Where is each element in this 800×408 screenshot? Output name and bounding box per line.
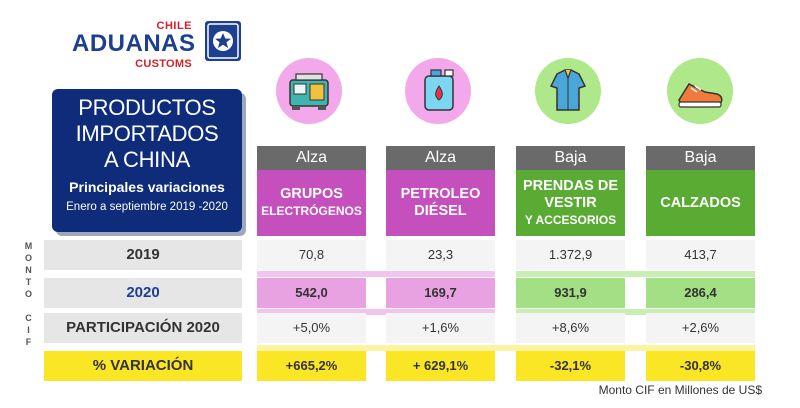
trend-label: Alza	[257, 146, 366, 170]
value-variation: -30,8%	[646, 351, 755, 381]
product-name: GRUPOS ELECTRÓGENOS	[257, 170, 366, 236]
value-variation: +665,2%	[257, 351, 366, 381]
row-divider	[516, 309, 755, 315]
row-label-share: PARTICIPACIÓN 2020	[44, 313, 242, 343]
product-icon-circle	[405, 58, 471, 124]
product-icon-circle	[535, 58, 601, 124]
title-subtitle: Principales variaciones	[69, 179, 225, 195]
row-divider	[257, 345, 755, 351]
product-icon-circle	[667, 58, 733, 124]
page-title: PRODUCTOS IMPORTADOS A CHINA	[75, 95, 219, 172]
trend-label: Baja	[516, 146, 625, 170]
value-2019: 70,8	[257, 240, 366, 270]
logo-customs-text: CUSTOMS	[135, 58, 192, 70]
row-label-2020: 2020	[44, 278, 242, 308]
value-2019: 23,3	[386, 240, 495, 270]
aduanas-logo: CHILE ADUANAS CUSTOMS	[72, 14, 242, 70]
value-share: +5,0%	[257, 313, 366, 343]
product-name: PRENDAS DE VESTIR Y ACCESORIOS	[516, 170, 625, 236]
generator-icon	[289, 73, 329, 110]
sneaker-icon	[678, 83, 723, 108]
row-divider	[516, 271, 755, 277]
value-variation: -32,1%	[516, 351, 625, 381]
row-label-variation: % VARIACIÓN	[44, 351, 242, 381]
value-2019: 413,7	[646, 240, 755, 270]
logo-aduanas-text: ADUANAS	[72, 30, 196, 57]
value-share: +8,6%	[516, 313, 625, 343]
row-divider	[257, 271, 495, 277]
title-panel: PRODUCTOS IMPORTADOS A CHINA Principales…	[52, 89, 242, 232]
value-share: +1,6%	[386, 313, 495, 343]
value-2020: 169,7	[386, 278, 495, 308]
fuel-can-icon	[424, 69, 454, 111]
product-name: CALZADOS	[646, 170, 755, 236]
shield-icon	[205, 21, 241, 61]
value-share: +2,6%	[646, 313, 755, 343]
trend-label: Alza	[386, 146, 495, 170]
value-2020: 286,4	[646, 278, 755, 308]
product-name: PETROLEO DIÉSEL	[386, 170, 495, 236]
value-2020: 542,0	[257, 278, 366, 308]
footnote: Monto CIF en Millones de US$	[598, 383, 762, 397]
row-divider	[257, 309, 495, 315]
value-2019: 1.372,9	[516, 240, 625, 270]
title-period: Enero a septiembre 2019 -2020	[66, 201, 228, 213]
trend-label: Baja	[646, 146, 755, 170]
value-2020: 931,9	[516, 278, 625, 308]
monto-cif-side-label: M O N T O C I F	[24, 241, 34, 347]
logo-chile-text: CHILE	[156, 20, 192, 32]
shirt-icon	[549, 69, 587, 111]
row-label-2019: 2019	[44, 240, 242, 270]
value-variation: + 629,1%	[386, 351, 495, 381]
product-icon-circle	[276, 58, 342, 124]
